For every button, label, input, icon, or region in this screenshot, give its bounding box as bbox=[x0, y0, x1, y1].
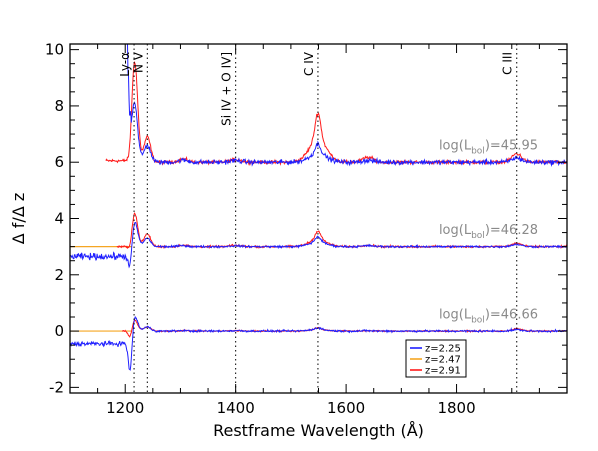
line-marker-label: Si IV + O IV] bbox=[220, 52, 234, 126]
legend: z=2.25z=2.47z=2.91 bbox=[405, 339, 467, 378]
series-layer bbox=[70, 44, 567, 371]
luminosity-label-tail: )=45.95 bbox=[485, 139, 538, 154]
y-tick-label: 0 bbox=[54, 322, 64, 340]
legend-label: z=2.47 bbox=[425, 355, 461, 366]
y-tick-label: 8 bbox=[54, 97, 64, 115]
luminosity-label-tail: )=46.28 bbox=[485, 223, 538, 238]
luminosity-label-sub: bol bbox=[471, 231, 485, 241]
line-marker-label: C III bbox=[501, 52, 515, 75]
y-tick-label: 2 bbox=[54, 266, 64, 284]
x-tick-label: 1400 bbox=[217, 399, 255, 417]
line-marker-label: Ly-α bbox=[118, 52, 132, 77]
series-z225-line bbox=[70, 221, 567, 269]
plot-frame bbox=[69, 43, 568, 394]
luminosity-label: log(Lbol)=46.28 bbox=[439, 223, 538, 241]
luminosity-label: log(Lbol)=46.66 bbox=[439, 307, 538, 325]
x-tick-label: 1200 bbox=[106, 399, 144, 417]
y-tick-label: -2 bbox=[49, 378, 64, 396]
x-tick-label: 1800 bbox=[437, 399, 475, 417]
series-z225-line bbox=[126, 44, 567, 168]
series-clip-group bbox=[70, 44, 567, 371]
x-axis-title: Restframe Wavelength (Å) bbox=[213, 421, 424, 440]
x-tick-label: 1600 bbox=[327, 399, 365, 417]
luminosity-label-sub: bol bbox=[471, 147, 485, 157]
line-marker-label: N V bbox=[131, 51, 145, 73]
y-tick-label: 6 bbox=[54, 153, 64, 171]
luminosity-label-base: log(L bbox=[439, 139, 472, 154]
luminosity-label-sub: bol bbox=[471, 315, 485, 325]
y-axis-title: Δ f/Δ z bbox=[9, 193, 28, 244]
luminosity-labels: log(Lbol)=45.95log(Lbol)=46.28log(Lbol)=… bbox=[439, 139, 538, 326]
legend-label: z=2.25 bbox=[425, 344, 461, 355]
luminosity-label-base: log(L bbox=[439, 223, 472, 238]
luminosity-label: log(Lbol)=45.95 bbox=[439, 139, 538, 157]
line-markers: Ly-α N V Si IV + O IV] C IV C III bbox=[118, 44, 518, 393]
y-tick-label: 10 bbox=[45, 41, 64, 59]
axes: 1200 1400 1600 1800 -2 0 2 4 6 8 10 bbox=[45, 41, 568, 417]
luminosity-label-tail: )=46.66 bbox=[485, 307, 538, 322]
y-tick-label: 4 bbox=[54, 210, 64, 228]
luminosity-label-base: log(L bbox=[439, 307, 472, 322]
series-z225-line bbox=[70, 315, 567, 371]
legend-label: z=2.91 bbox=[425, 366, 461, 377]
series-z291-line bbox=[122, 319, 567, 338]
line-marker-label: C IV bbox=[302, 51, 316, 76]
